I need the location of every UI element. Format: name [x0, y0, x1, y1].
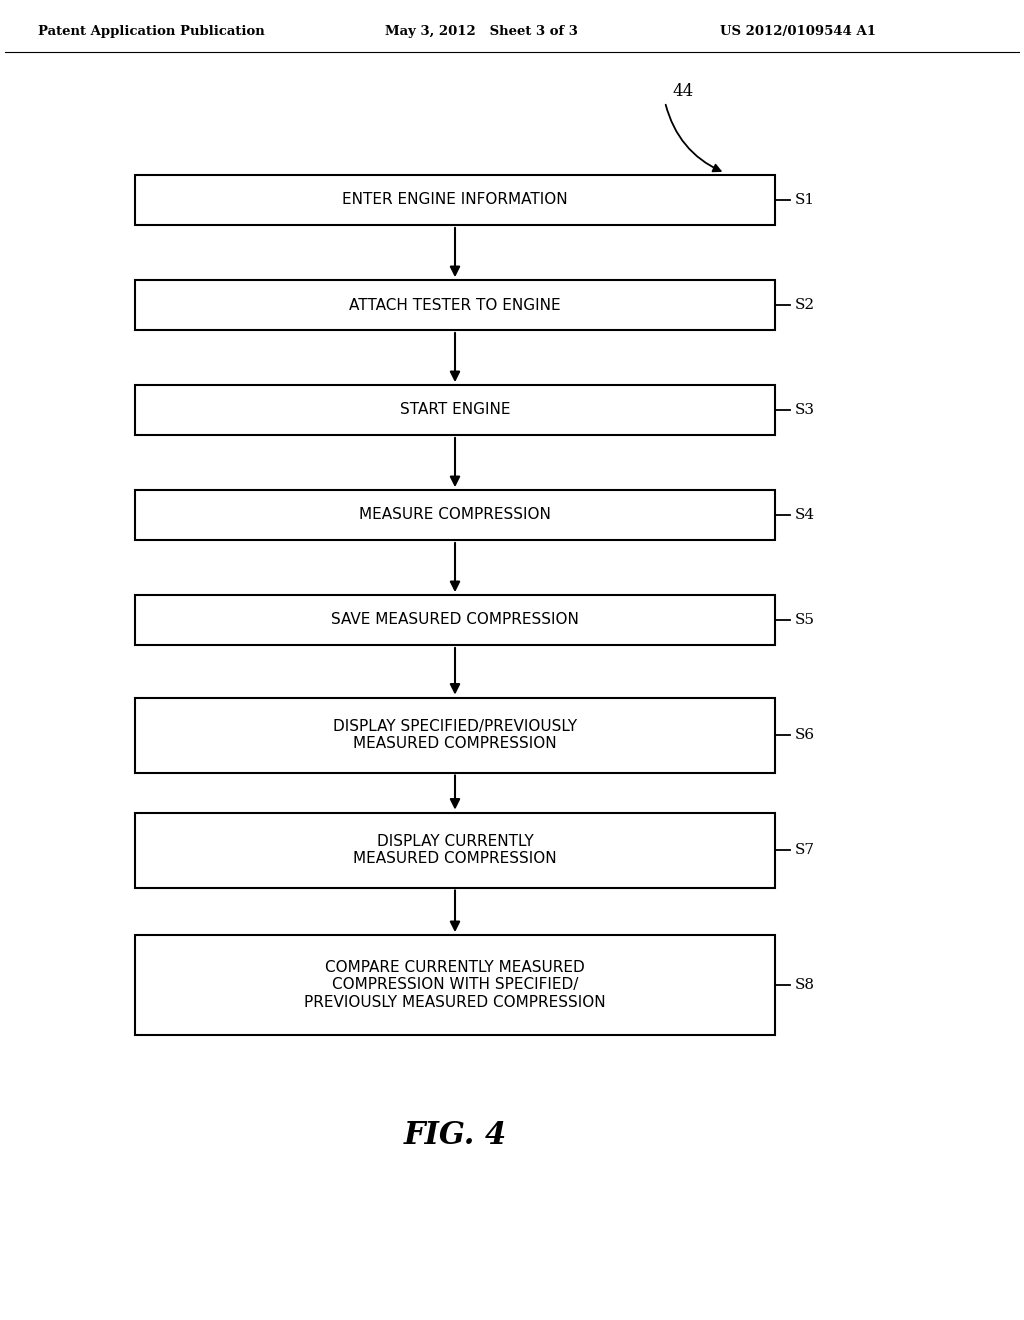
Text: SAVE MEASURED COMPRESSION: SAVE MEASURED COMPRESSION — [331, 612, 579, 627]
FancyBboxPatch shape — [135, 813, 775, 887]
Text: MEASURE COMPRESSION: MEASURE COMPRESSION — [359, 507, 551, 523]
Text: S8: S8 — [795, 978, 815, 993]
Text: S5: S5 — [795, 612, 815, 627]
Text: US 2012/0109544 A1: US 2012/0109544 A1 — [720, 25, 876, 38]
Text: S2: S2 — [795, 298, 815, 312]
Text: ENTER ENGINE INFORMATION: ENTER ENGINE INFORMATION — [342, 193, 568, 207]
Text: S6: S6 — [795, 729, 815, 742]
Text: S7: S7 — [795, 843, 815, 857]
Text: S4: S4 — [795, 508, 815, 521]
Text: DISPLAY CURRENTLY
MEASURED COMPRESSION: DISPLAY CURRENTLY MEASURED COMPRESSION — [353, 834, 557, 866]
FancyBboxPatch shape — [135, 595, 775, 645]
Text: May 3, 2012   Sheet 3 of 3: May 3, 2012 Sheet 3 of 3 — [385, 25, 578, 38]
FancyBboxPatch shape — [135, 176, 775, 224]
FancyBboxPatch shape — [135, 385, 775, 436]
Text: S3: S3 — [795, 403, 815, 417]
Text: Patent Application Publication: Patent Application Publication — [38, 25, 265, 38]
FancyBboxPatch shape — [135, 935, 775, 1035]
Text: FIG. 4: FIG. 4 — [403, 1119, 507, 1151]
Text: COMPARE CURRENTLY MEASURED
COMPRESSION WITH SPECIFIED/
PREVIOUSLY MEASURED COMPR: COMPARE CURRENTLY MEASURED COMPRESSION W… — [304, 960, 606, 1010]
Text: DISPLAY SPECIFIED/PREVIOUSLY
MEASURED COMPRESSION: DISPLAY SPECIFIED/PREVIOUSLY MEASURED CO… — [333, 719, 578, 751]
FancyBboxPatch shape — [135, 490, 775, 540]
FancyBboxPatch shape — [135, 697, 775, 772]
Text: START ENGINE: START ENGINE — [399, 403, 510, 417]
Text: S1: S1 — [795, 193, 815, 207]
Text: ATTACH TESTER TO ENGINE: ATTACH TESTER TO ENGINE — [349, 297, 561, 313]
FancyBboxPatch shape — [135, 280, 775, 330]
Text: 44: 44 — [672, 83, 693, 100]
